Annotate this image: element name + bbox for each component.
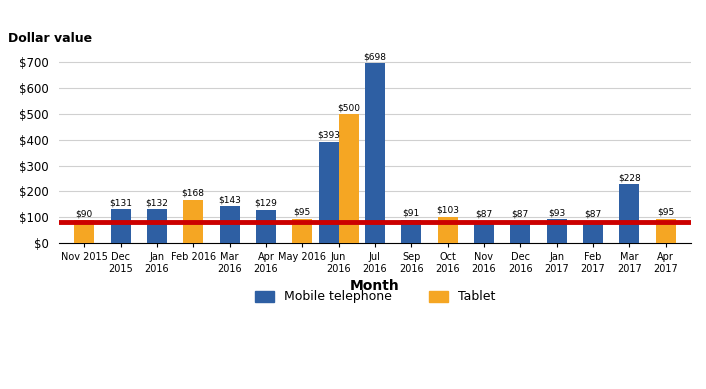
Bar (292, 219, 312, 243)
X-axis label: Month: Month (350, 279, 400, 293)
Text: $93: $93 (548, 208, 566, 217)
Bar (318, 142, 339, 243)
Bar (583, 221, 603, 243)
Bar (184, 200, 203, 243)
Bar (546, 219, 566, 243)
Text: $95: $95 (294, 208, 311, 217)
Legend: Mobile telephone, Tablet: Mobile telephone, Tablet (250, 286, 500, 308)
Text: $129: $129 (254, 199, 277, 208)
Text: $168: $168 (181, 189, 205, 198)
Bar (656, 219, 676, 243)
Bar (111, 209, 131, 243)
Text: $228: $228 (618, 173, 640, 182)
Bar (510, 221, 530, 243)
Text: Dollar value: Dollar value (8, 32, 92, 45)
Text: $91: $91 (402, 209, 420, 218)
Text: $87: $87 (512, 210, 529, 219)
Text: $698: $698 (364, 52, 386, 61)
Bar (147, 209, 167, 243)
Text: $90: $90 (76, 209, 92, 218)
Bar (401, 220, 421, 243)
Text: $500: $500 (337, 103, 360, 112)
Text: $131: $131 (109, 198, 132, 207)
Text: $87: $87 (585, 210, 602, 219)
Text: $95: $95 (657, 208, 674, 217)
Bar (220, 206, 239, 243)
Text: $132: $132 (145, 198, 168, 207)
Bar (438, 217, 457, 243)
Text: $87: $87 (475, 210, 493, 219)
Bar (474, 221, 494, 243)
Text: $103: $103 (436, 206, 459, 215)
Bar (256, 210, 276, 243)
Text: $393: $393 (317, 131, 340, 140)
Bar (74, 220, 94, 243)
Bar (365, 63, 385, 243)
Bar (339, 114, 359, 243)
Text: $143: $143 (218, 195, 241, 204)
Bar (619, 184, 639, 243)
